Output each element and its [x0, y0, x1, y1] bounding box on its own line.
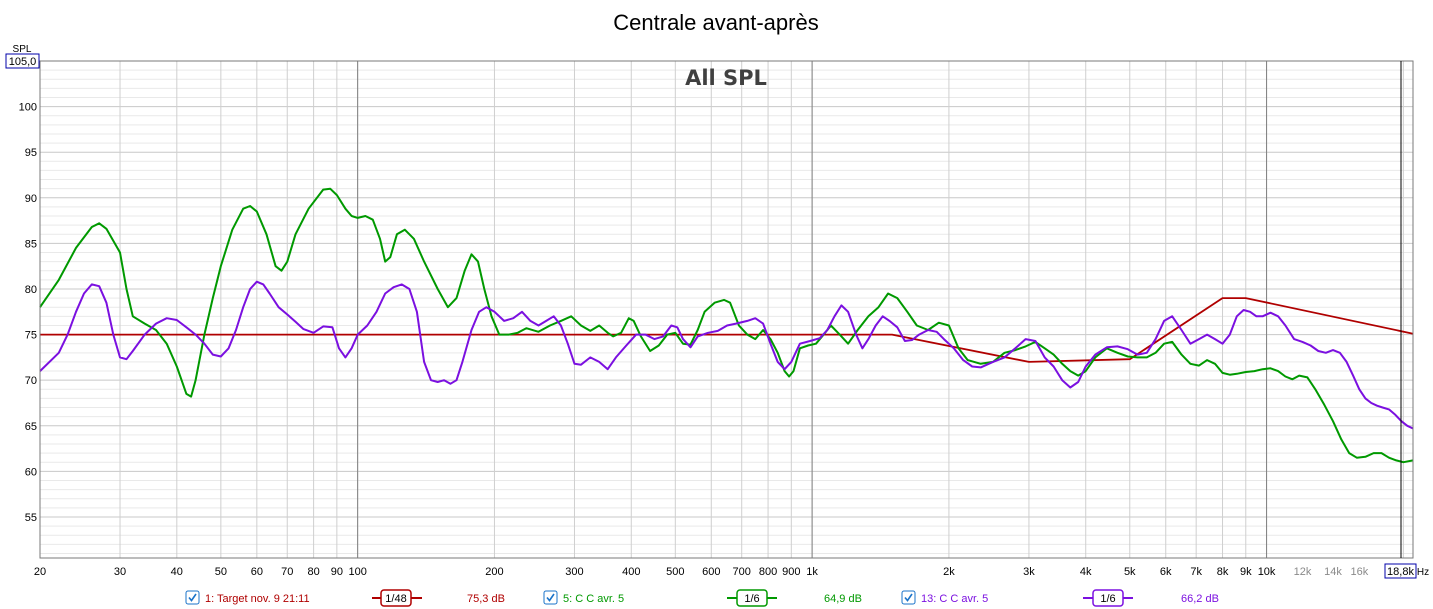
x-tick-label: 6k: [1160, 566, 1172, 578]
x-tick-label: 40: [171, 566, 183, 578]
x-tick-label: 12k: [1294, 566, 1312, 578]
x-tick-label: 4k: [1080, 566, 1092, 578]
y-tick-label: 95: [25, 147, 37, 159]
legend-smoothing-after: 1/6: [1100, 593, 1115, 605]
legend-checkbox-before[interactable]: [543, 590, 558, 605]
legend-smoothing-before: 1/6: [744, 593, 759, 605]
y-top-readout-box[interactable]: [5, 53, 40, 69]
legend-checkbox-after[interactable]: [901, 590, 916, 605]
series-line-1: [40, 297, 1414, 363]
legend: 1: Target nov. 9 21:11 1/48 75,3 dB 5: C…: [185, 589, 1219, 607]
x-tick-label: 2k: [943, 566, 955, 578]
x-tick-label: 600: [702, 566, 720, 578]
x-tick-label: 7k: [1190, 566, 1202, 578]
y-tick-label: 100: [19, 102, 37, 114]
x-tick-label: 70: [281, 566, 293, 578]
legend-smoothing-button-after[interactable]: 1/6: [1083, 589, 1133, 607]
legend-label-after: 13: C C avr. 5: [921, 593, 988, 605]
x-tick-label: 1k: [806, 566, 818, 578]
x-tick-label: 900: [782, 566, 800, 578]
y-tick-labels: 55 60 65 70 75 80 85 90 95 100: [19, 102, 37, 524]
legend-checkbox-target[interactable]: [185, 590, 200, 605]
y-tick-label: 85: [25, 238, 37, 250]
x-right-readout: 18,8k: [1387, 566, 1414, 578]
legend-smoothing-target: 1/48: [385, 593, 406, 605]
x-tick-label: 200: [485, 566, 503, 578]
legend-label-target: 1: Target nov. 9 21:11: [205, 593, 310, 605]
x-tick-label: 800: [759, 566, 777, 578]
series-line-3: [39, 280, 1414, 430]
x-tick-label: 300: [565, 566, 583, 578]
y-tick-label: 60: [25, 466, 37, 478]
legend-label-before: 5: C C avr. 5: [563, 593, 624, 605]
legend-item-after: 13: C C avr. 5 1/6 66,2 dB: [901, 589, 1219, 607]
x-tick-label: 30: [114, 566, 126, 578]
x-tick-label: 20: [34, 566, 46, 578]
y-tick-label: 65: [25, 421, 37, 433]
grid: [39, 60, 1413, 558]
legend-value-target: 75,3 dB: [467, 593, 505, 605]
chart-title: Centrale avant-après: [613, 10, 818, 35]
series-line-2: [39, 187, 1414, 464]
x-tick-label: 500: [666, 566, 684, 578]
x-tick-label: 16k: [1350, 566, 1368, 578]
y-top-readout: 105,0: [9, 56, 37, 68]
x-tick-label: 10k: [1258, 566, 1276, 578]
x-tick-label: 80: [307, 566, 319, 578]
x-tick-label: 90: [331, 566, 343, 578]
plot-frame: [39, 60, 1414, 559]
x-unit-label: Hz: [1417, 567, 1429, 578]
series-layer: [39, 187, 1414, 464]
legend-item-before: 5: C C avr. 5 1/6 64,9 dB: [543, 589, 862, 607]
y-tick-label: 90: [25, 193, 37, 205]
legend-smoothing-button-before[interactable]: 1/6: [727, 589, 777, 607]
y-tick-label: 75: [25, 330, 37, 342]
legend-item-target: 1: Target nov. 9 21:11 1/48 75,3 dB: [185, 589, 505, 607]
y-axis-label: SPL: [13, 44, 32, 55]
x-tick-label: 50: [215, 566, 227, 578]
x-right-readout-box[interactable]: [1384, 563, 1417, 579]
x-tick-label: 9k: [1240, 566, 1252, 578]
legend-value-before: 64,9 dB: [824, 593, 862, 605]
y-tick-label: 80: [25, 284, 37, 296]
y-tick-label: 55: [25, 512, 37, 524]
x-tick-label: 400: [622, 566, 640, 578]
overlay-title: All SPL: [685, 66, 767, 90]
x-tick-label: 8k: [1217, 566, 1229, 578]
legend-value-after: 66,2 dB: [1181, 593, 1219, 605]
y-tick-label: 70: [25, 375, 37, 387]
x-tick-label: 100: [348, 566, 366, 578]
legend-smoothing-button-target[interactable]: 1/48: [372, 589, 422, 607]
x-tick-label: 700: [733, 566, 751, 578]
x-tick-label: 5k: [1124, 566, 1136, 578]
x-tick-label: 60: [251, 566, 263, 578]
x-tick-label: 3k: [1023, 566, 1035, 578]
x-tick-labels: 20 30 40 50 60 70 80 90 100 200 300 400 500 600 700 800…: [34, 566, 1369, 578]
x-tick-label: 14k: [1324, 566, 1342, 578]
